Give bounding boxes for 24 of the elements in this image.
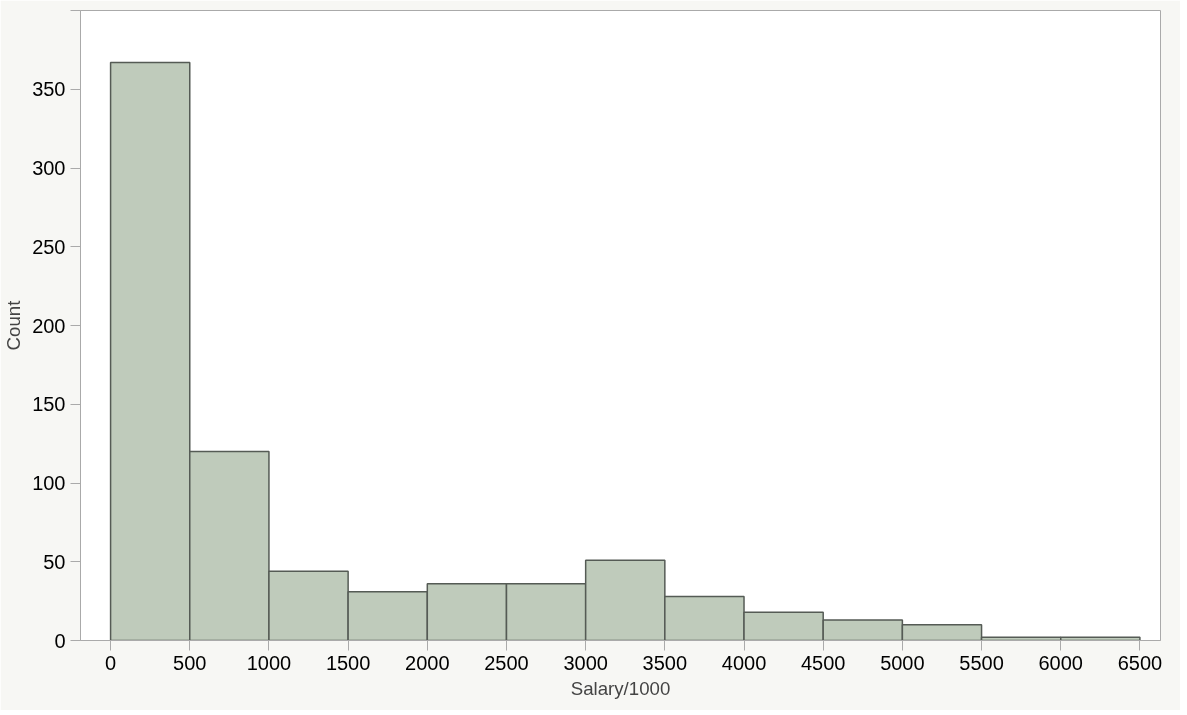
y-tick-label: 250 (32, 235, 66, 258)
y-tick-label: 200 (32, 314, 66, 337)
x-tick-label: 6000 (1038, 651, 1083, 674)
y-tick-label: 300 (32, 157, 66, 179)
x-tick-label: 6500 (1117, 651, 1163, 674)
x-tick-label: 5500 (959, 651, 1004, 674)
x-tick-label: 2000 (405, 651, 450, 674)
y-axis-title: Count (3, 299, 25, 351)
x-tick-label: 4000 (721, 651, 767, 674)
x-tick-label: 3000 (563, 651, 608, 674)
x-axis-title: Salary/1000 (570, 677, 671, 699)
x-tick-label: 1000 (246, 651, 292, 674)
x-tick-label: 4500 (800, 651, 846, 674)
y-tick-label: 350 (32, 78, 66, 101)
y-tick-label: 100 (32, 472, 66, 494)
y-tick-label: 50 (43, 550, 66, 573)
x-tick-label: 2500 (484, 651, 529, 674)
x-tick-label: 1500 (325, 651, 371, 674)
x-tick-label: 0 (105, 651, 117, 674)
x-tick-label: 500 (173, 651, 207, 674)
x-tick-label: 5000 (880, 651, 925, 674)
y-tick-label: 0 (54, 629, 66, 652)
x-tick-label: 3500 (642, 651, 688, 674)
y-tick-label: 150 (32, 393, 66, 416)
